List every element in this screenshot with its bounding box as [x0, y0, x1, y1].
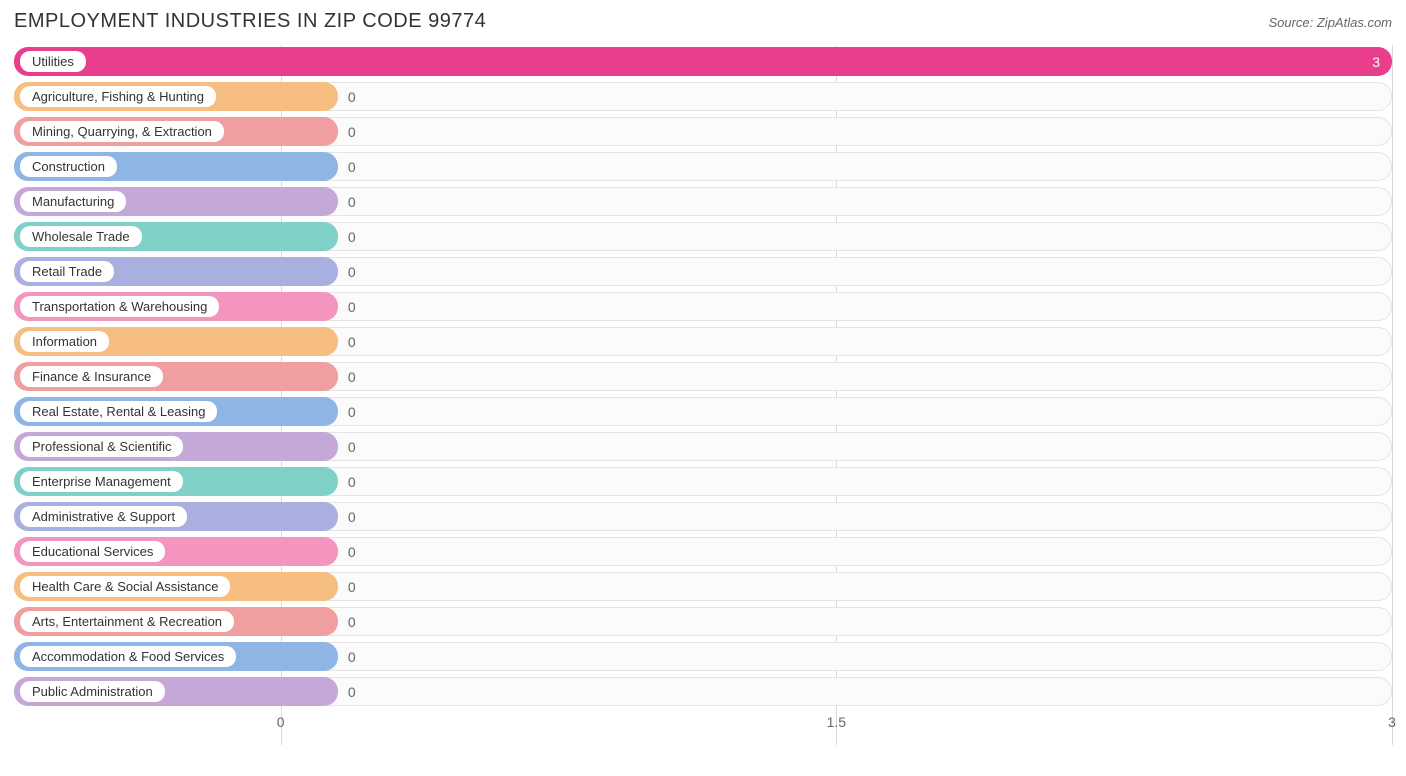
bar-label-pill: Mining, Quarrying, & Extraction [20, 121, 224, 142]
bar-value: 0 [348, 159, 356, 175]
bar-row: Enterprise Management 0 [14, 467, 1392, 496]
bar-row: Utilities 3 [14, 47, 1392, 76]
bar-label-pill: Manufacturing [20, 191, 126, 212]
bar-label-pill: Utilities [20, 51, 86, 72]
bar-row: Administrative & Support 0 [14, 502, 1392, 531]
bar-value: 0 [348, 124, 356, 140]
bar-value: 0 [348, 649, 356, 665]
bar-label-pill: Administrative & Support [20, 506, 187, 527]
bar-row: Manufacturing 0 [14, 187, 1392, 216]
bars-container: Utilities 3 Agriculture, Fishing & Hunting… [14, 45, 1392, 706]
bar-row: Transportation & Warehousing 0 [14, 292, 1392, 321]
bar-row: Wholesale Trade 0 [14, 222, 1392, 251]
x-tick: 1.5 [827, 714, 846, 730]
bar-value: 0 [348, 439, 356, 455]
bar-row: Agriculture, Fishing & Hunting 0 [14, 82, 1392, 111]
bar-row: Mining, Quarrying, & Extraction 0 [14, 117, 1392, 146]
bar-label-pill: Enterprise Management [20, 471, 183, 492]
bar-value: 0 [348, 684, 356, 700]
bar-value: 0 [348, 404, 356, 420]
bar-row: Public Administration 0 [14, 677, 1392, 706]
bar-label-pill: Transportation & Warehousing [20, 296, 219, 317]
bar-value: 0 [348, 229, 356, 245]
bar-label-pill: Educational Services [20, 541, 165, 562]
bar-label-pill: Accommodation & Food Services [20, 646, 236, 667]
bar-value: 3 [1372, 54, 1380, 70]
bar-label-pill: Finance & Insurance [20, 366, 163, 387]
bar-label-pill: Professional & Scientific [20, 436, 183, 457]
x-tick: 0 [277, 714, 285, 730]
bar-value: 0 [348, 509, 356, 525]
bar-row: Arts, Entertainment & Recreation 0 [14, 607, 1392, 636]
bar-value: 0 [348, 579, 356, 595]
bar-label-pill: Real Estate, Rental & Leasing [20, 401, 217, 422]
chart-title: EMPLOYMENT INDUSTRIES IN ZIP CODE 99774 [14, 10, 486, 33]
bar-value: 0 [348, 474, 356, 490]
bar-label-pill: Agriculture, Fishing & Hunting [20, 86, 216, 107]
chart-area: Utilities 3 Agriculture, Fishing & Hunting… [14, 45, 1392, 745]
bar-value: 0 [348, 334, 356, 350]
bar-row: Retail Trade 0 [14, 257, 1392, 286]
bar-value: 0 [348, 89, 356, 105]
bar-value: 0 [348, 299, 356, 315]
gridline [1392, 45, 1393, 745]
bar-label-pill: Arts, Entertainment & Recreation [20, 611, 234, 632]
bar-label-pill: Construction [20, 156, 117, 177]
bar-row: Health Care & Social Assistance 0 [14, 572, 1392, 601]
bar-row: Educational Services 0 [14, 537, 1392, 566]
bar-value: 0 [348, 264, 356, 280]
bar-label-pill: Retail Trade [20, 261, 114, 282]
bar-value: 0 [348, 369, 356, 385]
bar-value: 0 [348, 544, 356, 560]
bar-label-pill: Public Administration [20, 681, 165, 702]
bar-row: Finance & Insurance 0 [14, 362, 1392, 391]
chart-source: Source: ZipAtlas.com [1268, 15, 1392, 30]
bar-row: Real Estate, Rental & Leasing 0 [14, 397, 1392, 426]
bar-row: Construction 0 [14, 152, 1392, 181]
bar-row: Professional & Scientific 0 [14, 432, 1392, 461]
bar-row: Information 0 [14, 327, 1392, 356]
bar-row: Accommodation & Food Services 0 [14, 642, 1392, 671]
bar-label-pill: Information [20, 331, 109, 352]
bar-label-pill: Wholesale Trade [20, 226, 142, 247]
bar-value: 0 [348, 614, 356, 630]
bar-value: 0 [348, 194, 356, 210]
bar-fill [14, 47, 1392, 76]
x-tick: 3 [1388, 714, 1396, 730]
x-axis: 01.53 [14, 710, 1392, 738]
bar-label-pill: Health Care & Social Assistance [20, 576, 230, 597]
